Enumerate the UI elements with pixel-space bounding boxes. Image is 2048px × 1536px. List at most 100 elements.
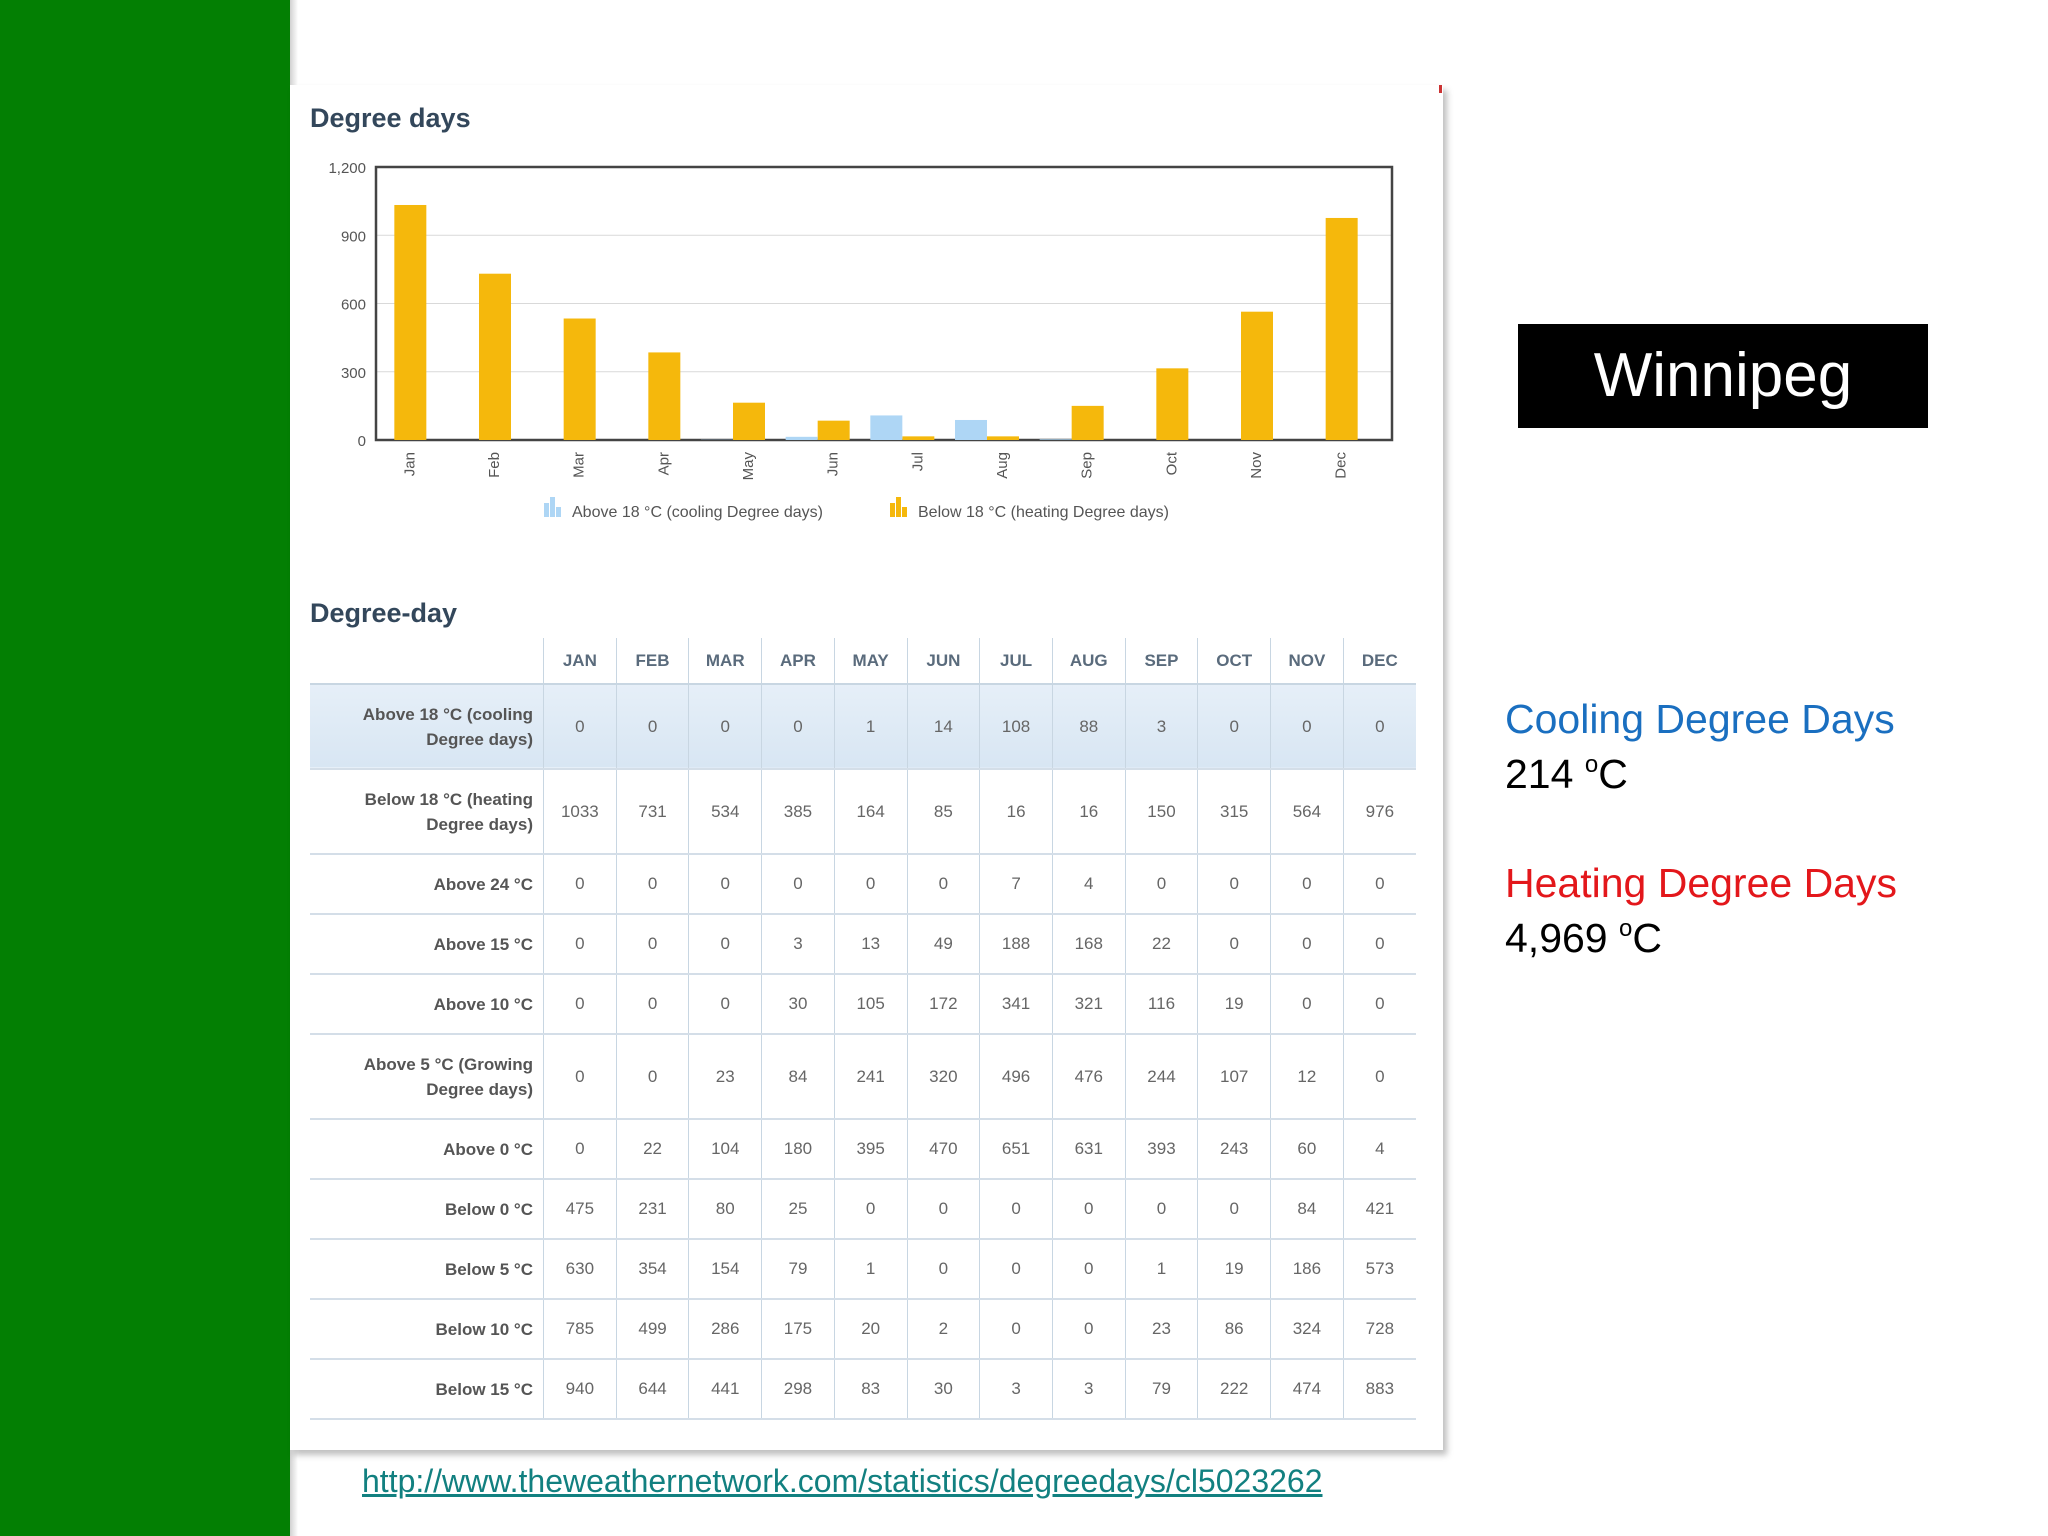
table-cell: 49 <box>907 914 981 974</box>
table-cell: 80 <box>688 1179 763 1239</box>
legend-cooling-icon <box>550 497 555 517</box>
row-label: Above 18 °C (cooling Degree days) <box>310 684 544 769</box>
table-cell: 0 <box>543 684 617 769</box>
heating-bar <box>1156 368 1189 440</box>
heating-bar <box>733 402 765 440</box>
table-row: Above 18 °C (cooling Degree days) 0 0 0 0 1 14 1… <box>310 684 1416 769</box>
heating-bar <box>1071 405 1104 440</box>
table-row: Above 24 °C 0 0 0 0 0 0 7 4 0 0 0 0 <box>310 854 1416 914</box>
source-link[interactable]: http://www.theweathernetwork.com/statist… <box>362 1463 1323 1499</box>
table-cell: 499 <box>616 1299 690 1359</box>
heating-number: 4,969 <box>1505 915 1608 961</box>
table-cell: 22 <box>616 1119 690 1179</box>
table-cell: 395 <box>834 1119 908 1179</box>
table-cell: 0 <box>688 914 763 974</box>
column-header: JAN <box>543 638 617 685</box>
red-mark <box>1439 85 1442 93</box>
table-cell: 321 <box>1052 974 1126 1034</box>
table-row: Below 0 °C 475 231 80 25 0 0 0 0 0 0 84 421 <box>310 1179 1416 1239</box>
table-cell: 164 <box>834 769 908 854</box>
table-cell: 785 <box>543 1299 617 1359</box>
x-tick-label: Dec <box>1333 452 1350 479</box>
table-row: Above 0 °C 0 22 104 180 395 470 651 631 393 243 60 4 <box>310 1119 1416 1179</box>
table-cell: 1 <box>834 684 908 769</box>
table-cell: 188 <box>979 914 1053 974</box>
column-header: JUL <box>979 638 1053 685</box>
table-cell: 315 <box>1197 769 1272 854</box>
row-label-line: Above 24 °C <box>433 874 533 894</box>
table-cell: 83 <box>834 1359 908 1419</box>
table-cell: 79 <box>1125 1359 1199 1419</box>
heating-bar <box>394 204 427 440</box>
x-tick-label: Jan <box>401 452 418 476</box>
heating-bar <box>902 436 935 440</box>
table-cell: 16 <box>1052 769 1126 854</box>
y-tick-label: 600 <box>341 297 366 314</box>
table-cell: 385 <box>761 769 835 854</box>
column-header: DEC <box>1343 638 1416 685</box>
row-label: Above 0 °C <box>310 1119 544 1179</box>
table-cell: 4 <box>1375 1139 1385 1158</box>
table-cell: 2 <box>907 1299 981 1359</box>
table-cell: 0 <box>1375 874 1385 893</box>
column-header: FEB <box>616 638 690 685</box>
degree-days-chart: 1,200 900 600 300 0 Jan Feb Mar Apr May Jun Jul Aug S… <box>328 160 1394 521</box>
table-cell: 0 <box>688 684 763 769</box>
table-cell: 631 <box>1052 1119 1126 1179</box>
table-title: Degree-day <box>310 598 458 628</box>
row-label-line: Degree days) <box>426 729 533 749</box>
table-cell: 0 <box>543 914 617 974</box>
table-cell: 324 <box>1270 1299 1344 1359</box>
table-row: Below 5 °C 630 354 154 79 1 0 0 0 1 19 186 573 <box>310 1239 1416 1299</box>
table-cell: 108 <box>979 684 1053 769</box>
heating-degree-days-value: 4,969 oC <box>1505 915 1662 962</box>
table-cell: 0 <box>1270 684 1344 769</box>
table-cell: 0 <box>1197 1179 1272 1239</box>
table-cell: 0 <box>1270 854 1344 914</box>
table-cell: 186 <box>1270 1239 1344 1299</box>
unit: C <box>1632 915 1662 961</box>
legend-cooling-icon <box>544 503 549 517</box>
heating-degree-days-label: Heating Degree Days <box>1505 860 1897 906</box>
x-tick-label: May <box>740 452 757 481</box>
table-cell: 441 <box>688 1359 763 1419</box>
table-cell: 976 <box>1365 801 1395 821</box>
table-cell: 728 <box>1365 1319 1395 1338</box>
column-header: APR <box>761 638 835 685</box>
table-cell: 0 <box>834 1179 908 1239</box>
table-cell: 354 <box>616 1239 690 1299</box>
table-cell: 1 <box>834 1239 908 1299</box>
x-tick-label: Oct <box>1163 451 1180 475</box>
row-label-line: Above 10 °C <box>433 994 533 1014</box>
table-cell: 243 <box>1197 1119 1272 1179</box>
legend-heating-icon <box>902 507 907 517</box>
table-cell: 0 <box>543 974 617 1034</box>
table-cell: 116 <box>1125 974 1199 1034</box>
table-cell: 0 <box>1375 716 1385 736</box>
column-header: MAY <box>834 638 908 685</box>
table-cell: 0 <box>1375 1066 1385 1086</box>
table-row: Below 18 °C (heating Degree days) 1033 731 5… <box>310 769 1416 854</box>
table-cell: 154 <box>688 1239 763 1299</box>
table-cell: 393 <box>1125 1119 1199 1179</box>
table-cell: 0 <box>907 1179 981 1239</box>
table-cell: 341 <box>979 974 1053 1034</box>
table-cell: 630 <box>543 1239 617 1299</box>
table-cell: 19 <box>1197 974 1272 1034</box>
table-cell: 86 <box>1197 1299 1272 1359</box>
table-cell: 298 <box>761 1359 835 1419</box>
table-cell: 470 <box>907 1119 981 1179</box>
table-cell: 0 <box>907 1239 981 1299</box>
table-cell: 12 <box>1270 1034 1344 1119</box>
table-cell: 644 <box>616 1359 690 1419</box>
legend-cooling-icon <box>556 507 561 517</box>
x-tick-label: Jun <box>825 452 842 476</box>
table-cell: 3 <box>979 1359 1053 1419</box>
table-cell: 0 <box>543 1119 617 1179</box>
table-cell: 564 <box>1270 769 1344 854</box>
table-cell: 286 <box>688 1299 763 1359</box>
table-cell: 474 <box>1270 1359 1344 1419</box>
table-cell: 104 <box>688 1119 763 1179</box>
table-cell: 0 <box>1270 974 1344 1034</box>
row-label-line: Below 18 °C (heating <box>364 789 533 809</box>
